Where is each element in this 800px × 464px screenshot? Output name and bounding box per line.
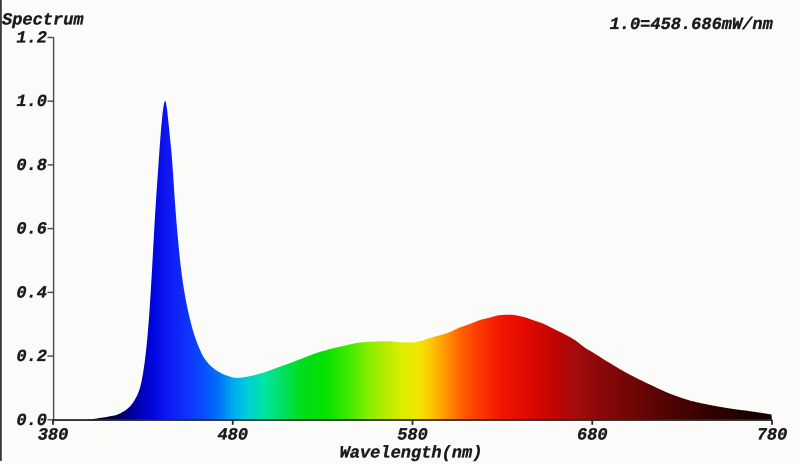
svg-text:580: 580 [397, 427, 428, 446]
svg-text:0.8: 0.8 [16, 157, 47, 176]
svg-text:0.2: 0.2 [16, 348, 47, 367]
svg-text:0.0: 0.0 [16, 412, 47, 431]
svg-text:1.2: 1.2 [16, 30, 47, 49]
svg-text:1.0=458.686mW/nm: 1.0=458.686mW/nm [610, 16, 774, 35]
svg-text:Wavelength(nm): Wavelength(nm) [340, 445, 483, 464]
svg-text:1.0: 1.0 [16, 93, 47, 112]
svg-text:680: 680 [577, 427, 608, 446]
svg-text:480: 480 [217, 427, 248, 446]
svg-text:380: 380 [38, 427, 69, 446]
svg-text:0.4: 0.4 [16, 284, 47, 303]
svg-text:780: 780 [757, 427, 788, 446]
svg-text:Spectrum: Spectrum [2, 12, 84, 31]
svg-text:0.6: 0.6 [16, 221, 47, 240]
